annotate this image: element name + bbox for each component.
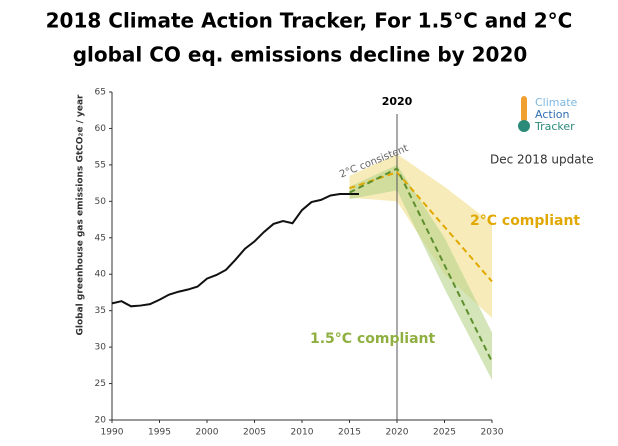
logo-text: Tracker bbox=[534, 120, 575, 133]
line bbox=[349, 171, 493, 283]
y-tick-label: 30 bbox=[95, 343, 107, 353]
x-tick-label: 2020 bbox=[386, 428, 409, 438]
line bbox=[111, 193, 359, 308]
x-tick-label: 2000 bbox=[196, 428, 219, 438]
annotation: 1.5°C compliant bbox=[310, 331, 435, 347]
y-tick-label: 20 bbox=[95, 416, 107, 426]
y-tick-label: 25 bbox=[95, 379, 106, 389]
y-tick-label: 35 bbox=[95, 306, 106, 316]
y-tick-label: 40 bbox=[95, 270, 107, 280]
line bbox=[349, 167, 493, 363]
annotation: 2°C compliant bbox=[470, 213, 580, 229]
chart-title: global CO eq. emissions decline by 2020 bbox=[73, 43, 528, 67]
y-tick-label: 45 bbox=[95, 233, 106, 243]
logo-icon bbox=[518, 96, 530, 132]
y-tick-label: 50 bbox=[95, 197, 107, 207]
x-tick-label: 1990 bbox=[101, 428, 124, 438]
x-tick-label: 2010 bbox=[291, 428, 314, 438]
y-tick-label: 60 bbox=[95, 124, 107, 134]
logo-text: Action bbox=[535, 108, 569, 121]
x-tick-label: 1995 bbox=[148, 428, 171, 438]
y-axis-label: Global greenhouse gas emissions GtCO₂e /… bbox=[76, 94, 86, 336]
annotation: Dec 2018 update bbox=[490, 153, 594, 167]
x-tick-label: 2005 bbox=[243, 428, 266, 438]
x-tick-label: 2015 bbox=[338, 428, 361, 438]
logo-text: Climate bbox=[535, 96, 578, 109]
x-tick-label: 2025 bbox=[433, 428, 456, 438]
x-tick-label: 2030 bbox=[481, 428, 504, 438]
y-tick-label: 55 bbox=[95, 160, 106, 170]
reference-label: 2020 bbox=[382, 95, 413, 108]
y-tick-label: 65 bbox=[95, 88, 106, 98]
chart-title: 2018 Climate Action Tracker, For 1.5°C a… bbox=[46, 9, 573, 33]
